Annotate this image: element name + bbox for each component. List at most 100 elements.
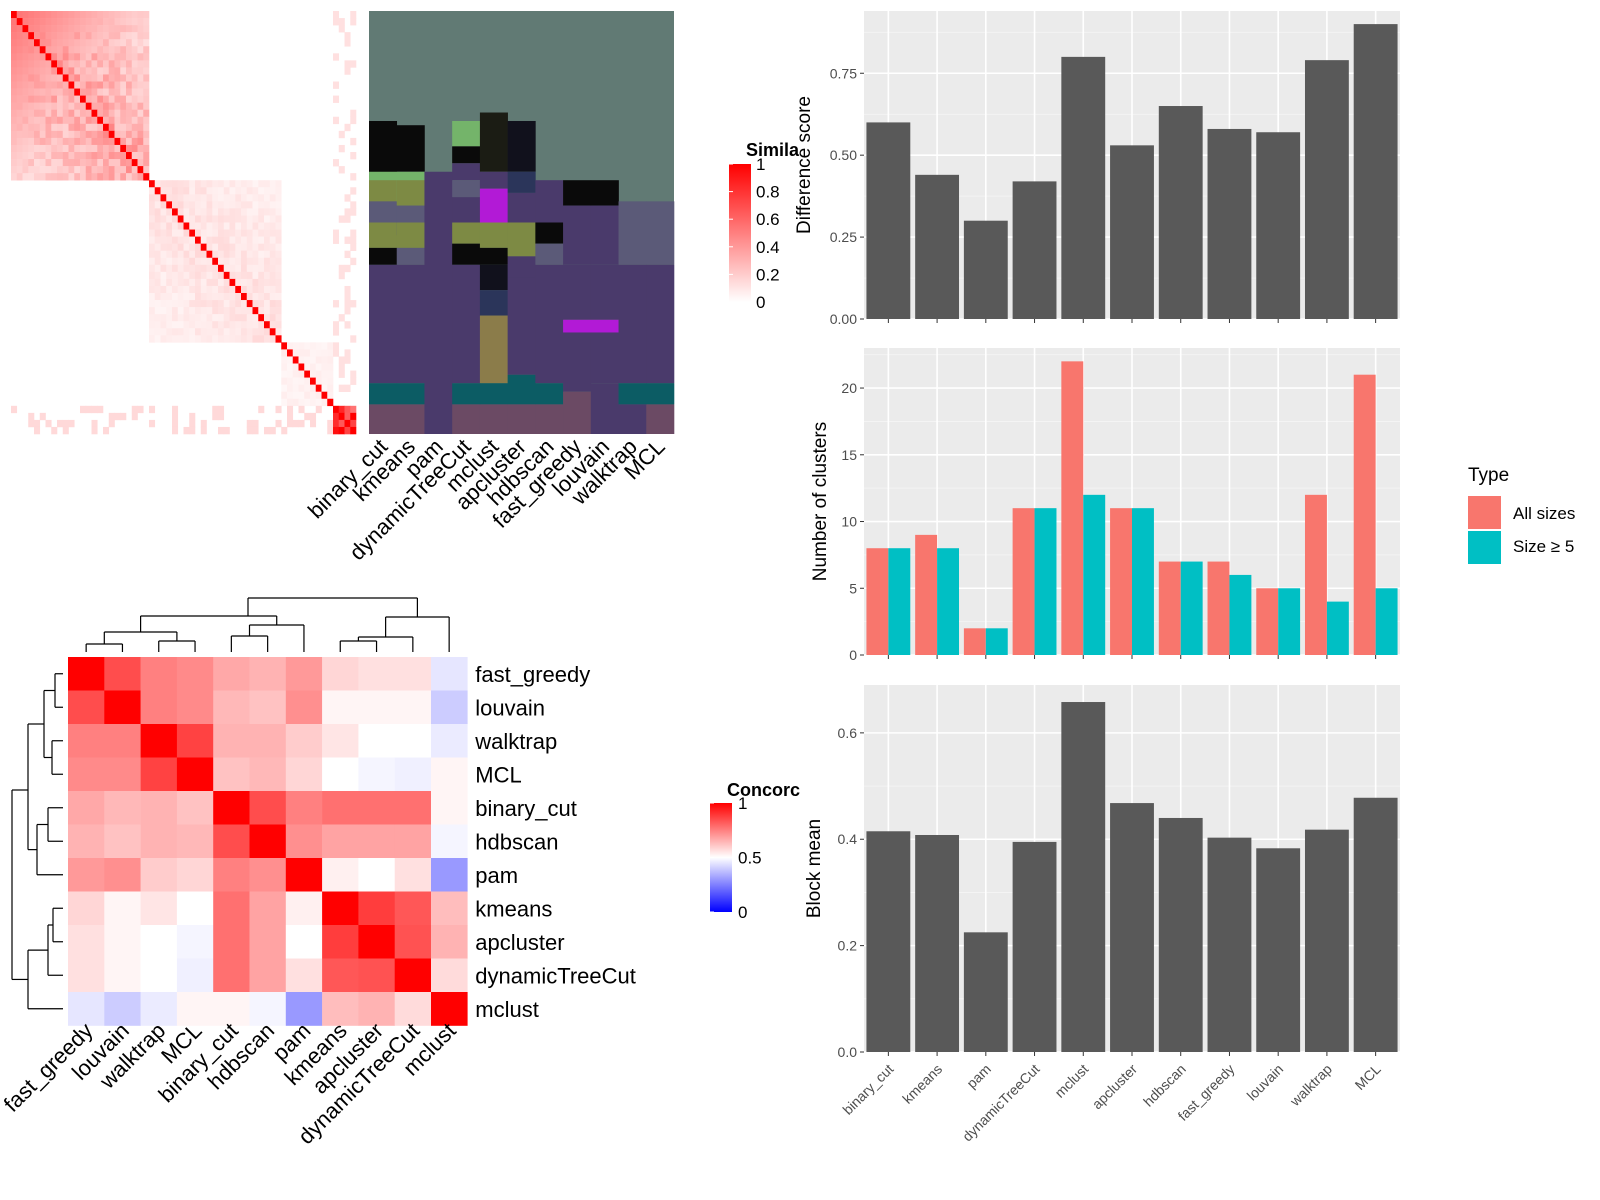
similarity-cell <box>22 102 29 110</box>
class-block <box>646 383 675 405</box>
similarity-cell <box>68 32 75 40</box>
similarity-cell <box>91 53 98 61</box>
similarity-cell <box>304 342 311 350</box>
similarity-cell <box>120 166 127 174</box>
similarity-cell <box>68 95 75 103</box>
similarity-cell <box>74 130 81 139</box>
similarity-cell <box>252 293 259 301</box>
similarity-cell <box>269 187 276 195</box>
similarity-cell <box>177 307 184 315</box>
similarity-cell <box>292 398 299 407</box>
similarity-cell <box>200 250 207 259</box>
similarity-legend-title: Simila <box>746 140 800 160</box>
class-block <box>479 264 508 291</box>
concordance-cell <box>104 657 141 691</box>
similarity-cell <box>108 159 115 167</box>
y-tick-label: 10 <box>841 514 857 530</box>
similarity-cell <box>85 166 92 174</box>
similarity-cell <box>269 307 276 315</box>
similarity-cell <box>97 102 104 110</box>
similarity-cell <box>91 130 98 139</box>
similarity-cell <box>51 53 58 61</box>
similarity-cell <box>80 81 87 89</box>
similarity-cell <box>212 187 219 195</box>
similarity-cell <box>16 53 23 61</box>
similarity-cell <box>172 307 179 315</box>
similarity-cell <box>149 328 156 336</box>
concordance-cell <box>249 724 287 758</box>
similarity-cell <box>103 116 110 125</box>
similarity-cell <box>74 102 81 110</box>
concordance-cell <box>68 858 105 892</box>
similarity-cell <box>241 215 248 223</box>
similarity-cell <box>28 39 35 47</box>
similarity-cell <box>11 11 18 19</box>
similarity-cell <box>344 349 351 357</box>
similarity-cell <box>57 152 64 160</box>
similarity-cell <box>149 307 156 315</box>
similarity-cell <box>62 74 69 82</box>
similarity-cell <box>218 328 225 336</box>
similarity-cell <box>338 166 345 174</box>
similarity-cell <box>275 419 282 428</box>
similarity-cell <box>120 130 127 139</box>
similarity-cell <box>241 278 248 287</box>
similarity-cell <box>103 123 110 132</box>
similarity-cell <box>68 11 75 19</box>
similarity-cell <box>28 88 35 96</box>
similarity-cell <box>195 278 202 287</box>
concordance-cell <box>358 958 395 993</box>
similarity-cell <box>206 222 213 230</box>
similarity-cell <box>350 405 357 414</box>
similarity-cell <box>350 370 357 378</box>
similarity-heatmap <box>11 11 357 435</box>
similarity-cell <box>137 144 144 153</box>
similarity-cell <box>189 285 196 294</box>
similarity-cell <box>281 349 288 357</box>
similarity-cell <box>126 67 133 75</box>
similarity-cell <box>62 95 69 103</box>
similarity-cell <box>57 95 64 103</box>
similarity-cell <box>103 39 110 47</box>
similarity-cell <box>28 53 35 61</box>
similarity-cell <box>292 384 299 392</box>
x-tick-label: binary_cut <box>839 1061 896 1118</box>
similarity-cell <box>137 53 144 61</box>
similarity-cell <box>45 46 52 54</box>
similarity-cell <box>223 335 230 343</box>
similarity-cell <box>235 321 242 329</box>
concordance-row-label: dynamicTreeCut <box>475 963 636 988</box>
similarity-cell <box>149 335 156 343</box>
bar <box>915 174 960 319</box>
similarity-cell <box>143 74 150 82</box>
similarity-cell <box>172 257 179 266</box>
similarity-cell <box>103 25 110 33</box>
similarity-cell <box>11 130 18 139</box>
bar <box>1034 508 1057 655</box>
similarity-cell <box>229 229 236 237</box>
similarity-cell <box>97 123 104 132</box>
similarity-cell <box>258 236 265 244</box>
similarity-cell <box>45 88 52 96</box>
similarity-cell <box>189 307 196 315</box>
similarity-cell <box>39 88 46 96</box>
similarity-cell <box>120 32 127 40</box>
similarity-cell <box>91 18 98 26</box>
similarity-cell <box>34 11 41 19</box>
similarity-cell <box>200 335 207 343</box>
similarity-cell <box>39 25 46 33</box>
bar <box>1256 848 1301 1052</box>
y-tick-label: 0 <box>849 647 857 663</box>
similarity-cell <box>166 215 173 223</box>
similarity-cell <box>275 250 282 259</box>
similarity-cell <box>212 412 219 421</box>
similarity-cell <box>333 419 340 428</box>
similarity-cell <box>344 208 351 216</box>
similarity-cell <box>62 159 69 167</box>
similarity-cell <box>200 285 207 294</box>
similarity-cell <box>108 81 115 89</box>
similarity-cell <box>229 300 236 308</box>
